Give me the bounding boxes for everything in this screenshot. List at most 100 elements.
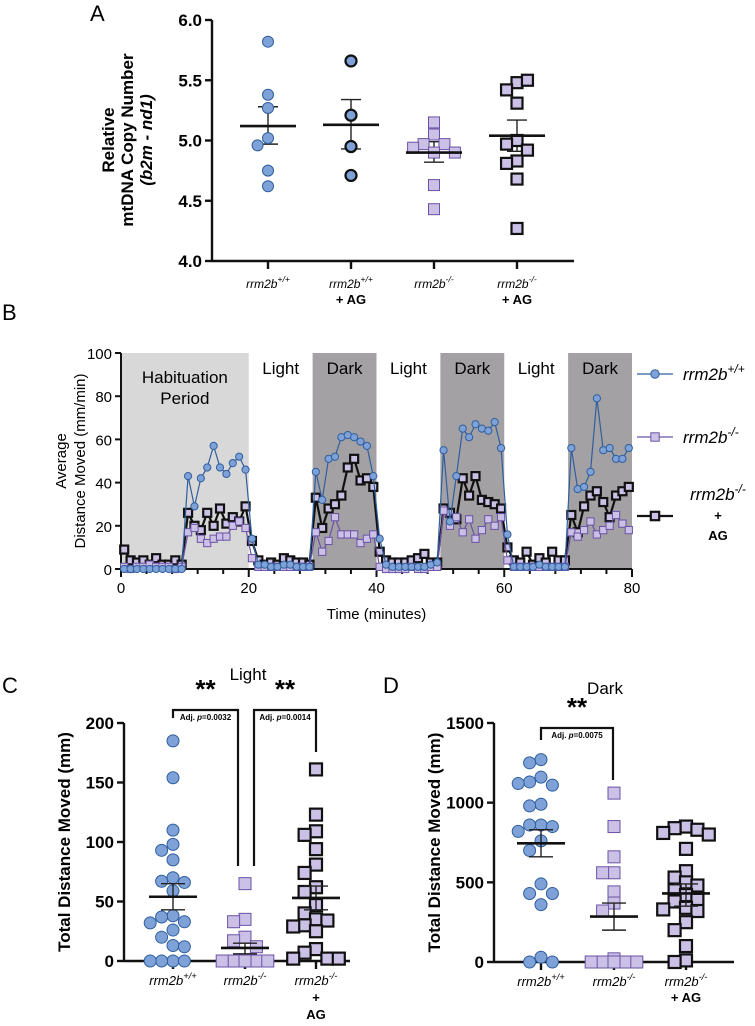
group-label: rrm2b-/- — [414, 274, 454, 291]
series-point-ko — [484, 515, 493, 524]
data-point — [166, 734, 180, 748]
group-label-genotype: -/- — [258, 971, 267, 981]
series-point-wt — [375, 534, 384, 543]
series-point-ko — [362, 534, 372, 543]
data-point — [690, 903, 705, 919]
series-point-ko — [496, 513, 506, 522]
data-point — [215, 954, 229, 968]
data-point — [262, 88, 274, 101]
series-point-ko — [235, 517, 244, 526]
data-point — [678, 915, 694, 930]
series-point-koag — [495, 503, 507, 514]
data-point — [166, 954, 180, 968]
y-axis-title-line: Average — [53, 433, 70, 489]
panel-c-chart: 0 50 100 150 200 Total Distance Moved (mm) Lig… — [55, 665, 350, 1022]
series-point-wt — [215, 463, 225, 472]
group-label-name: rrm2b — [593, 974, 627, 989]
series-point-ko — [567, 528, 576, 537]
y-axis-title-line: (b2m - nd1) — [137, 94, 156, 186]
series-point-wt — [311, 467, 320, 476]
data-point — [701, 827, 716, 842]
group-label-name: rrm2b — [517, 974, 551, 989]
p-value-label: Adj. p=0.0075 — [551, 731, 603, 740]
group-label-name: rrm2b — [497, 277, 529, 291]
series-point-ko — [458, 528, 467, 537]
data-point — [251, 139, 264, 152]
series-point-ko — [605, 521, 614, 530]
p-value-symbol: p — [276, 713, 282, 722]
series-point-ko — [503, 556, 512, 565]
data-point — [607, 850, 621, 864]
p-value-label: Adj. p=0.0032 — [180, 713, 232, 722]
data-point — [607, 885, 621, 899]
legend-marker — [650, 369, 660, 379]
series-point-wt — [618, 454, 627, 463]
data-point — [545, 886, 559, 900]
series-point-wt — [567, 443, 576, 453]
series-point-wt — [247, 534, 257, 543]
series-point-ko — [477, 526, 486, 535]
data-point — [166, 939, 180, 953]
series-point-wt — [203, 463, 212, 472]
period-label: Light — [262, 359, 299, 378]
data-point — [438, 138, 451, 151]
data-point — [667, 821, 682, 836]
y-tick-label: 50 — [95, 893, 114, 912]
group-label-name: rrm2b — [295, 973, 329, 988]
series-point-koag — [566, 509, 577, 521]
legend-label-genotype: -/- — [735, 482, 746, 496]
data-point — [545, 778, 559, 792]
group-label: rrm2b+/+ — [149, 971, 197, 988]
data-point — [166, 923, 180, 937]
group-label: rrm2b-/- — [224, 971, 267, 988]
y-tick-label: 4.0 — [178, 252, 202, 271]
data-point — [534, 797, 548, 811]
series-point-ko — [350, 530, 359, 539]
data-point — [428, 128, 440, 141]
data-point — [155, 954, 169, 968]
data-point — [656, 902, 671, 917]
data-point — [607, 866, 621, 880]
group-label-genotype: +/+ — [277, 274, 289, 284]
series-point-wt — [190, 502, 199, 511]
p-value-prefix: Adj. — [259, 713, 276, 722]
data-point — [308, 912, 324, 927]
data-point — [297, 884, 312, 900]
y-axis-title-text: Total Distance Moved (mm) — [425, 733, 444, 953]
data-point — [166, 771, 180, 785]
series-point-wt — [445, 517, 455, 526]
data-point — [166, 909, 180, 923]
series-point-ko — [586, 517, 595, 526]
series-point-koag — [336, 490, 347, 501]
series-point-wt — [228, 459, 237, 468]
group-label-name: rrm2b — [414, 277, 446, 291]
series-point-koag — [374, 546, 385, 557]
series-point-wt — [490, 418, 499, 427]
chart-title: Light — [230, 665, 267, 684]
period-label: Light — [518, 359, 555, 378]
series-point-koag — [578, 501, 590, 512]
data-point — [262, 180, 274, 193]
data-point — [308, 941, 324, 957]
series-point-ko — [324, 536, 333, 546]
series-point-wt — [235, 452, 244, 461]
y-axis-title: Total Distance Moved (mm) — [55, 732, 74, 952]
series-point-koag — [623, 481, 634, 493]
data-point — [534, 898, 548, 912]
data-point — [320, 913, 335, 928]
y-tick-label: 40 — [95, 476, 112, 493]
series-point-koag — [464, 490, 475, 501]
data-point — [308, 924, 324, 939]
y-axis-title: Average Distance Moved (mm/min) — [53, 373, 89, 548]
series-point-wt — [318, 495, 327, 504]
p-value-number: =0.0075 — [574, 731, 604, 740]
group-label-name: rrm2b — [329, 277, 361, 291]
panel-label-c: C — [2, 673, 18, 698]
data-point — [428, 203, 440, 216]
data-point — [607, 786, 621, 800]
group-label-genotype: +/+ — [183, 971, 197, 981]
series-point-koag — [240, 501, 251, 512]
series-point-wt — [330, 452, 340, 461]
